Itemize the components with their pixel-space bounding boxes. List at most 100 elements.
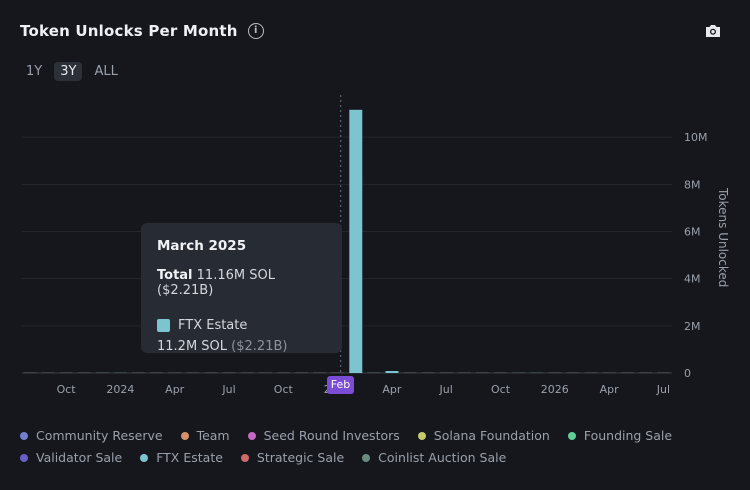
legend-label: Coinlist Auction Sale [378,450,507,465]
bar[interactable] [638,372,652,373]
bar[interactable] [403,372,417,373]
legend-label: Solana Foundation [433,428,550,443]
legend-dot [20,431,28,440]
bar[interactable] [602,372,616,373]
y-tick-label: 4M [684,273,701,286]
legend-label: Founding Sale [583,428,673,443]
bar[interactable] [168,372,182,373]
bar[interactable] [41,372,55,373]
x-tick-label: Oct [491,383,511,396]
legend-item-seed-round-investors[interactable]: Seed Round Investors [247,428,400,443]
bar[interactable] [421,372,435,373]
legend-dot [20,453,28,462]
legend-dot [240,453,249,462]
bar[interactable] [240,372,254,373]
legend-dot [417,431,426,440]
x-tick-label: 2024 [106,383,134,396]
bars [23,109,670,373]
bar[interactable] [23,372,37,373]
bar[interactable] [276,372,290,373]
info-icon[interactable]: i [247,23,264,39]
x-tick-label: Apr [382,383,402,396]
x-tick-label: Apr [165,383,185,396]
bar[interactable] [657,372,670,373]
legend-dot [180,431,189,440]
bar[interactable] [548,372,562,373]
x-axis: Oct2024AprJulOct2025AprJulOct2026AprJul [57,383,670,396]
bar[interactable] [331,372,345,373]
bar[interactable] [385,371,399,373]
legend-item-solana-foundation[interactable]: Solana Foundation [417,428,550,443]
bar[interactable] [476,372,489,373]
y-tick-label: 10M [684,131,708,144]
bar[interactable] [132,372,146,373]
legend-item-validator-sale[interactable]: Validator Sale [20,450,122,465]
bar[interactable] [620,372,634,373]
legend-label: Validator Sale [36,450,123,465]
legend-label: Community Reserve [36,428,163,443]
x-tick-label: 2026 [541,383,569,396]
x-tick-label: Jul [439,383,453,396]
legend-dot [567,431,576,440]
bar[interactable] [566,372,580,373]
legend-dot [140,453,149,462]
x-tick-label: Oct [274,383,294,396]
bar[interactable] [349,109,363,373]
chart-header: Token Unlocks Per Month i [20,22,264,40]
bar[interactable] [258,372,272,373]
bar[interactable] [584,372,598,373]
range-tab-1y[interactable]: 1Y [26,64,43,79]
legend-label: Team [196,428,230,443]
legend: Community Reserve Team Seed Round Invest… [20,428,740,472]
bar[interactable] [530,372,544,373]
bar[interactable] [512,372,526,373]
y-tick-label: 6M [684,226,701,239]
chart-title: Token Unlocks Per Month [20,22,238,40]
bar[interactable] [439,372,453,373]
bar[interactable] [59,372,73,373]
tooltip-series-swatch [157,319,170,332]
bar[interactable] [222,372,236,373]
y-tick-label: 2M [684,320,701,333]
y-tick-label: 8M [684,178,701,191]
bar[interactable] [77,372,91,373]
range-tab-3y[interactable]: 3Y [54,62,83,81]
legend-item-founding-sale[interactable]: Founding Sale [567,428,673,443]
bar[interactable] [95,372,109,373]
legend-row: Community Reserve Team Seed Round Invest… [20,428,740,443]
bar[interactable] [204,372,218,373]
range-tab-all[interactable]: ALL [94,64,118,79]
legend-item-strategic-sale[interactable]: Strategic Sale [240,450,345,465]
tooltip-total: Total 11.16M SOL ($2.21B) [157,268,326,298]
tooltip-series-usd: ($2.21B) [231,339,288,354]
y-tick-label: 0 [684,367,691,380]
legend-item-community-reserve[interactable]: Community Reserve [20,428,163,443]
hover-tooltip: March 2025 Total 11.16M SOL ($2.21B) FTX… [141,223,342,354]
legend-label: Strategic Sale [256,450,345,465]
legend-label: FTX Estate [156,450,223,465]
bar[interactable] [494,372,508,373]
bar[interactable] [313,372,327,373]
tooltip-total-value: 11.16M SOL ($2.21B) [157,268,275,298]
tooltip-series: FTX Estate [157,318,326,333]
legend-item-coinlist-auction-sale[interactable]: Coinlist Auction Sale [362,450,506,465]
hover-x-label: Feb [327,376,354,394]
bar[interactable] [367,372,381,373]
bar[interactable] [114,372,127,373]
bar[interactable] [186,372,200,373]
bar[interactable] [150,372,164,373]
x-tick-label: Jul [656,383,670,396]
x-tick-label: Jul [221,383,235,396]
bar[interactable] [295,372,308,373]
tooltip-series-value: 11.2M SOL ($2.21B) [157,339,326,354]
legend-item-team[interactable]: Team [180,428,230,443]
legend-label: Seed Round Investors [263,428,400,443]
bar[interactable] [457,372,471,373]
camera-icon[interactable] [704,22,722,40]
legend-dot [247,431,256,440]
y-axis: 0 2M 4M 6M 8M 10M [684,131,708,380]
range-tabs: 1Y 3Y ALL [20,62,124,81]
legend-row: Validator Sale FTX Estate Strategic Sale… [20,450,740,465]
legend-item-ftx-estate[interactable]: FTX Estate [140,450,223,465]
